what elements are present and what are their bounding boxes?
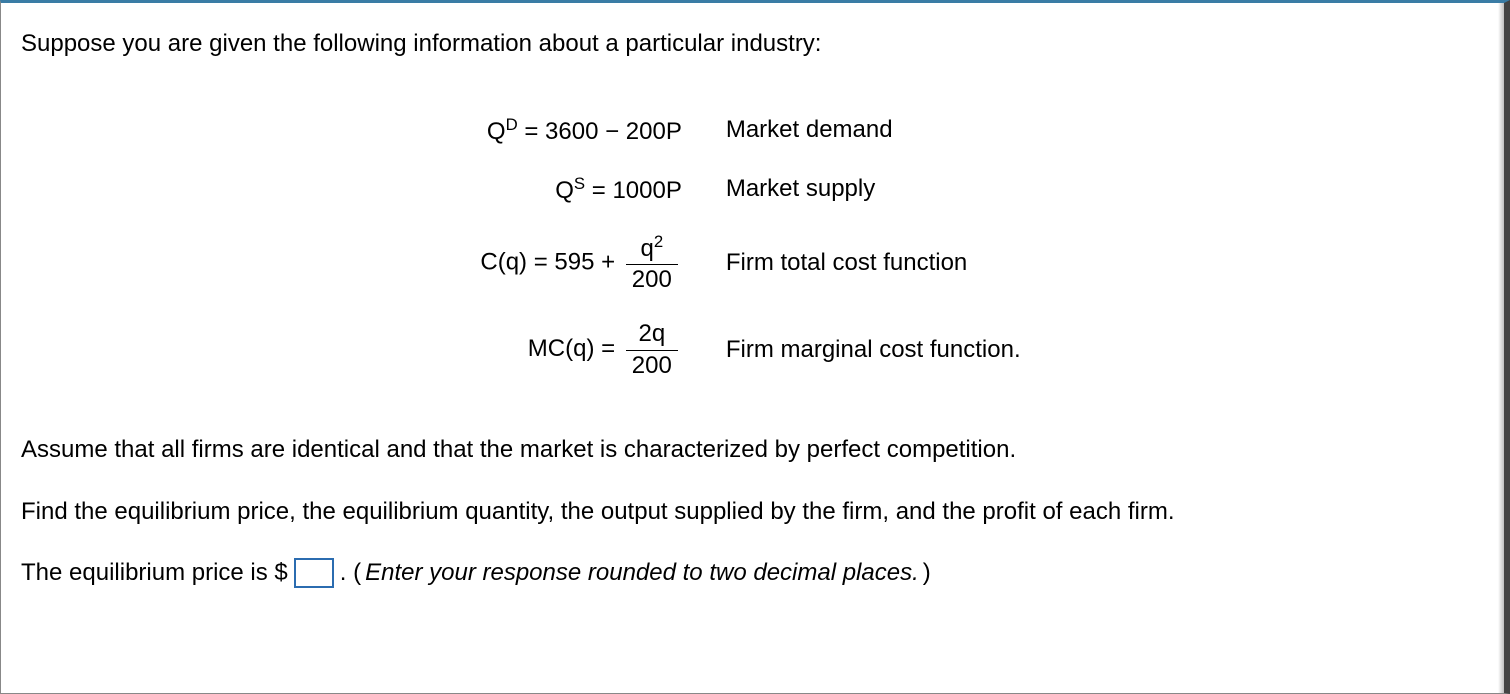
equation-lhs: C(q) = 595 + q2 200 <box>458 219 703 308</box>
question-frame: Suppose you are given the following info… <box>0 0 1510 694</box>
answer-prefix: The equilibrium price is $ <box>21 556 288 590</box>
equation-label: Firm total cost function <box>704 219 1043 308</box>
task-text: Find the equilibrium price, the equilibr… <box>21 495 1480 529</box>
eq-lhs-plain: C(q) = 595 + <box>480 248 621 275</box>
num-base: q <box>640 235 653 262</box>
eq-base: Q <box>555 177 574 204</box>
eq-sup: S <box>574 174 585 193</box>
equation-row: QS = 1000P Market supply <box>458 160 1042 219</box>
equation-label: Market supply <box>704 160 1043 219</box>
equation-label: Market demand <box>704 101 1043 160</box>
eq-rhs: = 3600 − 200P <box>518 118 682 145</box>
eq-rhs: = 1000P <box>585 177 682 204</box>
fraction-denominator: 200 <box>626 265 678 293</box>
equation-lhs: QS = 1000P <box>458 160 703 219</box>
fraction-denominator: 200 <box>626 351 678 379</box>
scrollbar-shadow <box>1498 3 1504 693</box>
equation-lhs: QD = 3600 − 200P <box>458 101 703 160</box>
equation-row: QD = 3600 − 200P Market demand <box>458 101 1042 160</box>
equation-row: MC(q) = 2q 200 Firm marginal cost functi… <box>458 307 1042 393</box>
answer-suffix-close: ) <box>923 556 931 590</box>
equation-lhs: MC(q) = 2q 200 <box>458 307 703 393</box>
eq-base: Q <box>487 118 506 145</box>
equation-row: C(q) = 595 + q2 200 Firm total cost func… <box>458 219 1042 308</box>
eq-sup: D <box>506 115 518 134</box>
equation-label: Firm marginal cost function. <box>704 307 1043 393</box>
equation-block: QD = 3600 − 200P Market demand QS = 1000… <box>458 101 1042 394</box>
assumption-text: Assume that all firms are identical and … <box>21 433 1480 467</box>
answer-suffix-plain: . ( <box>340 556 361 590</box>
fraction: 2q 200 <box>626 321 678 379</box>
eq-lhs-plain: MC(q) = <box>528 336 622 363</box>
equilibrium-price-input[interactable] <box>294 558 334 588</box>
answer-suffix-italic: Enter your response rounded to two decim… <box>365 556 919 590</box>
intro-text: Suppose you are given the following info… <box>21 27 1480 61</box>
fraction-numerator: 2q <box>626 321 678 350</box>
num-sup: 2 <box>654 232 663 251</box>
answer-line: The equilibrium price is $ . (Enter your… <box>21 556 1480 590</box>
fraction-numerator: q2 <box>626 233 678 265</box>
fraction: q2 200 <box>626 233 678 294</box>
